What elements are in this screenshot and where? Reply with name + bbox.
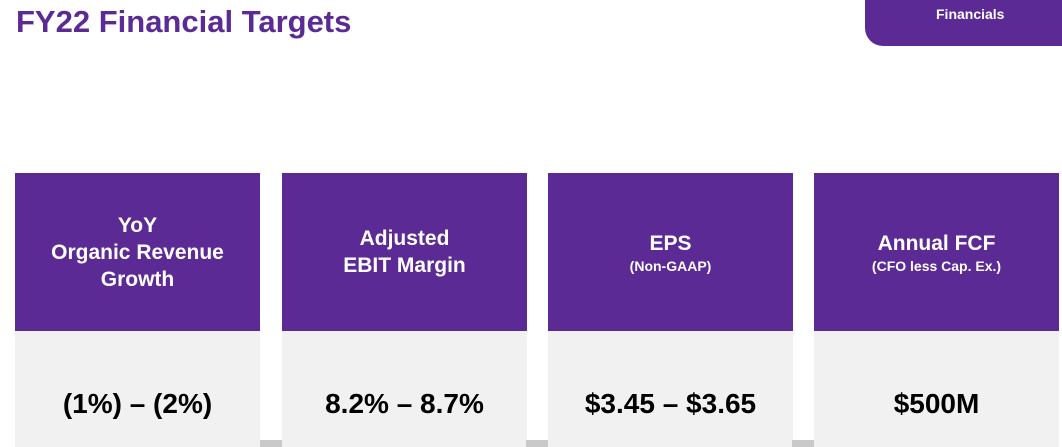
card-value: 8.2% – 8.7% [282, 331, 527, 447]
card-value: $500M [814, 331, 1059, 447]
target-card-ebit-margin: Adjusted EBIT Margin 8.2% – 8.7% [282, 173, 527, 447]
card-header: YoY Organic Revenue Growth [15, 173, 260, 331]
card-heading-line: EPS [649, 231, 692, 255]
card-heading-line: Adjusted [359, 227, 450, 250]
card-value: (1%) – (2%) [15, 331, 260, 447]
card-value: $3.45 – $3.65 [548, 331, 793, 447]
card-subheading: (CFO less Cap. Ex.) [871, 257, 1002, 274]
card-header: Adjusted EBIT Margin [282, 173, 527, 331]
card-heading-line: Annual FCF [877, 231, 996, 255]
card-gap-shadow [526, 440, 548, 447]
card-heading-line: Organic Revenue [51, 240, 224, 264]
card-gap-shadow [792, 440, 814, 447]
page-title: FY22 Financial Targets [16, 4, 352, 39]
card-heading-line: Growth [100, 267, 175, 291]
card-gap-shadow [260, 440, 282, 447]
target-card-revenue-growth: YoY Organic Revenue Growth (1%) – (2%) [15, 173, 260, 447]
card-header: EPS (Non-GAAP) [548, 173, 793, 331]
target-card-eps: EPS (Non-GAAP) $3.45 – $3.65 [548, 173, 793, 447]
target-card-annual-fcf: Annual FCF (CFO less Cap. Ex.) $500M [814, 173, 1059, 447]
card-header: Annual FCF (CFO less Cap. Ex.) [814, 173, 1059, 331]
section-tab-financials: Financials [865, 0, 1062, 46]
card-heading-line: EBIT Margin [343, 254, 466, 277]
card-heading-line: YoY [117, 213, 158, 237]
card-subheading: (Non-GAAP) [629, 257, 712, 274]
